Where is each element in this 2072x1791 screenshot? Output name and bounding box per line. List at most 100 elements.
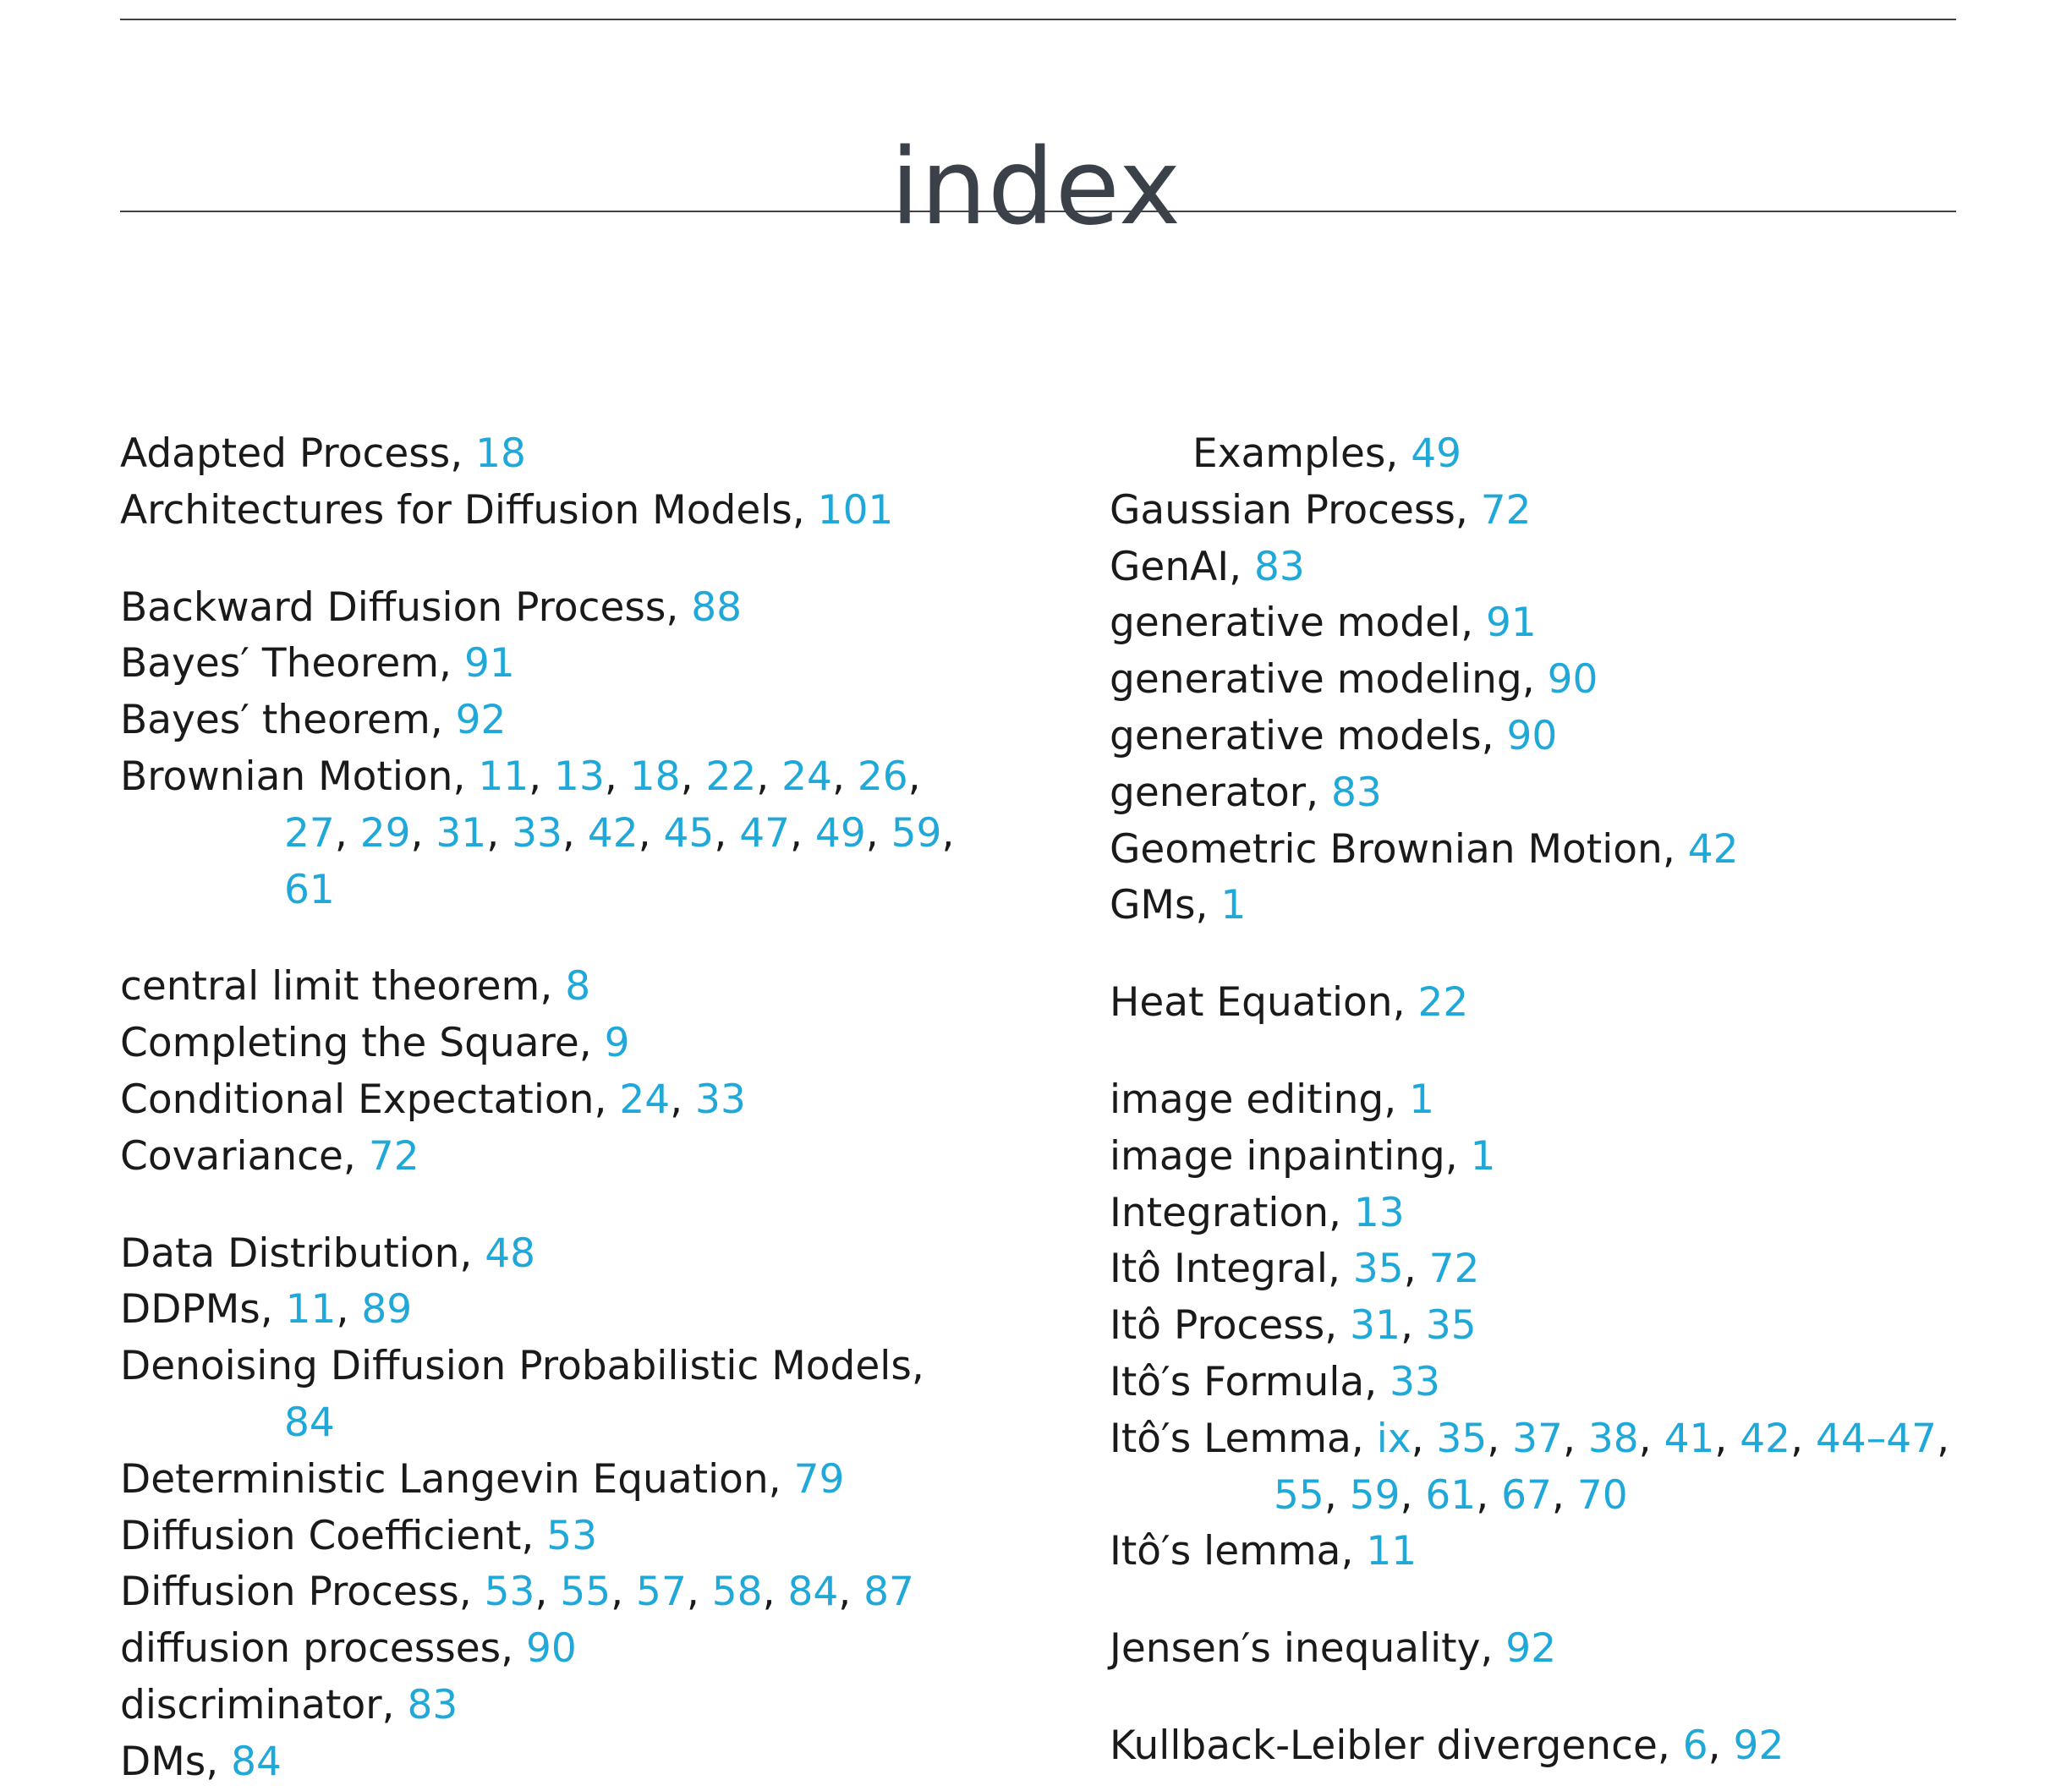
page-reference-link[interactable]: 90 bbox=[1506, 712, 1558, 759]
page-reference-link[interactable]: 8 bbox=[565, 963, 591, 1011]
index-term: Itô Process bbox=[1110, 1302, 1325, 1350]
index-term: Itô Integral bbox=[1110, 1246, 1328, 1293]
page-reference-link[interactable]: 101 bbox=[817, 486, 894, 534]
separator: , bbox=[336, 1286, 362, 1334]
page-reference-link[interactable]: 83 bbox=[1254, 543, 1305, 590]
index-entry-jensen-s-inequality: Jensen′s inequality, 92 bbox=[1110, 1621, 1955, 1678]
page-reference-link[interactable]: 26 bbox=[857, 753, 908, 800]
page-reference-link[interactable]: 91 bbox=[1485, 600, 1537, 647]
index-entry-diffusion-process: Diffusion Process, 53, 55, 57, 58, 84, 8… bbox=[120, 1564, 966, 1621]
page-reference-link[interactable]: 55 bbox=[1274, 1471, 1324, 1519]
index-term: central limit theorem bbox=[120, 963, 540, 1011]
page-reference-link[interactable]: 48 bbox=[485, 1230, 536, 1277]
page-reference-link[interactable]: 90 bbox=[1547, 656, 1598, 704]
index-term: Gaussian Process bbox=[1110, 486, 1455, 534]
page-reference-link[interactable]: ix bbox=[1376, 1415, 1411, 1462]
page-reference-link[interactable]: 83 bbox=[407, 1681, 458, 1728]
index-entry-examples: Examples, 49 bbox=[1110, 426, 1955, 483]
page-reference-link[interactable]: 47 bbox=[739, 809, 791, 857]
separator: , bbox=[1714, 1415, 1740, 1462]
page-reference-link[interactable]: 33 bbox=[512, 809, 562, 857]
page-reference-link[interactable]: 67 bbox=[1501, 1471, 1552, 1519]
page-reference-link[interactable]: 70 bbox=[1576, 1471, 1628, 1519]
page-reference-link[interactable]: 49 bbox=[1411, 430, 1462, 477]
page-reference-link[interactable]: 79 bbox=[793, 1455, 845, 1503]
page-reference-link[interactable]: 61 bbox=[1425, 1471, 1477, 1519]
page-reference-link[interactable]: 84 bbox=[284, 1399, 335, 1446]
page-reference-link[interactable]: 38 bbox=[1587, 1415, 1639, 1462]
separator: , bbox=[381, 1681, 408, 1728]
page-reference-link[interactable]: 35 bbox=[1425, 1302, 1477, 1350]
page-reference-link[interactable]: 72 bbox=[1480, 486, 1532, 534]
page-reference-link[interactable]: 44–47 bbox=[1815, 1415, 1938, 1462]
page-reference-link[interactable]: 35 bbox=[1436, 1415, 1488, 1462]
separator: , bbox=[666, 583, 692, 631]
page-reference-link[interactable]: 84 bbox=[231, 1738, 282, 1785]
page-reference-link[interactable]: 72 bbox=[368, 1132, 419, 1180]
index-term: Covariance bbox=[120, 1132, 343, 1180]
index-term: Diffusion Coefficient bbox=[120, 1512, 522, 1559]
index-term: Itô′s Formula bbox=[1110, 1358, 1365, 1405]
page-reference-link[interactable]: 45 bbox=[663, 809, 715, 857]
page-reference-link[interactable]: 42 bbox=[1740, 1415, 1791, 1462]
page-reference-link[interactable]: 29 bbox=[359, 809, 411, 857]
page-reference-link[interactable]: 92 bbox=[1733, 1722, 1784, 1769]
page-reference-link[interactable]: 72 bbox=[1428, 1246, 1480, 1293]
page-reference-link[interactable]: 42 bbox=[1687, 825, 1739, 873]
page-reference-link[interactable]: 13 bbox=[1353, 1189, 1405, 1236]
separator: , bbox=[686, 1569, 712, 1616]
page-reference-link[interactable]: 24 bbox=[619, 1076, 671, 1123]
page-reference-link[interactable]: 59 bbox=[891, 809, 942, 857]
page-reference-link[interactable]: 92 bbox=[1505, 1625, 1557, 1673]
page-reference-link[interactable]: 22 bbox=[1417, 979, 1469, 1027]
page-reference-link[interactable]: 9 bbox=[604, 1020, 630, 1067]
page-reference-link[interactable]: 87 bbox=[863, 1569, 914, 1616]
page-reference-link[interactable]: 1 bbox=[1470, 1132, 1496, 1180]
page-reference-link[interactable]: 11 bbox=[478, 753, 529, 800]
page-reference-link[interactable]: 11 bbox=[1366, 1528, 1417, 1575]
page-reference-link[interactable]: 88 bbox=[691, 583, 743, 631]
page-reference-link[interactable]: 37 bbox=[1512, 1415, 1563, 1462]
page-reference-link[interactable]: 59 bbox=[1349, 1471, 1401, 1519]
page-reference-link[interactable]: 42 bbox=[587, 809, 639, 857]
page-reference-link[interactable]: 53 bbox=[546, 1512, 598, 1559]
page-reference-link[interactable]: 33 bbox=[695, 1076, 746, 1123]
page-reference-link[interactable]: 83 bbox=[1330, 769, 1382, 816]
page-reference-link[interactable]: 1 bbox=[1409, 1076, 1435, 1123]
index-entry-generative-modeling: generative modeling, 90 bbox=[1110, 652, 1955, 709]
page-reference-link[interactable]: 31 bbox=[1350, 1302, 1401, 1350]
page-reference-link[interactable]: 18 bbox=[475, 430, 526, 477]
page-reference-link[interactable]: 91 bbox=[463, 640, 515, 687]
page-reference-link[interactable]: 58 bbox=[711, 1569, 763, 1616]
separator: , bbox=[1480, 1625, 1506, 1673]
page-reference-link[interactable]: 35 bbox=[1352, 1246, 1404, 1293]
page-reference-link[interactable]: 89 bbox=[361, 1286, 413, 1334]
index-entry-deterministic-langevin-equation: Deterministic Langevin Equation, 79 bbox=[120, 1452, 966, 1509]
page-reference-link[interactable]: 90 bbox=[526, 1625, 577, 1673]
page-reference-link[interactable]: 84 bbox=[787, 1569, 839, 1616]
separator: , bbox=[1481, 712, 1507, 759]
index-term: Bayes′ Theorem bbox=[120, 640, 440, 687]
page-reference-link[interactable]: 55 bbox=[560, 1569, 611, 1616]
page-reference-link[interactable]: 18 bbox=[629, 753, 681, 800]
page-reference-link[interactable]: 41 bbox=[1664, 1415, 1715, 1462]
separator: , bbox=[768, 1455, 794, 1503]
index-term: generative modeling bbox=[1110, 656, 1522, 704]
page-reference-link[interactable]: 1 bbox=[1220, 882, 1247, 929]
index-entry-diffusion-coefficient: Diffusion Coefficient, 53 bbox=[120, 1509, 966, 1565]
page-reference-link[interactable]: 33 bbox=[1390, 1358, 1440, 1405]
page-reference-link[interactable]: 6 bbox=[1682, 1722, 1708, 1769]
page-reference-link[interactable]: 61 bbox=[284, 866, 335, 913]
page-reference-link[interactable]: 92 bbox=[455, 697, 507, 744]
index-entry-ito-s-formula: Itô′s Formula, 33 bbox=[1110, 1355, 1955, 1411]
page-reference-link[interactable]: 53 bbox=[484, 1569, 535, 1616]
page-reference-link[interactable]: 27 bbox=[284, 809, 335, 857]
page-reference-link[interactable]: 13 bbox=[554, 753, 605, 800]
page-reference-link[interactable]: 22 bbox=[705, 753, 757, 800]
index-entry-conditional-expectation: Conditional Expectation, 24, 33 bbox=[120, 1072, 966, 1129]
page-reference-link[interactable]: 24 bbox=[781, 753, 832, 800]
page-reference-link[interactable]: 57 bbox=[636, 1569, 687, 1616]
page-reference-link[interactable]: 31 bbox=[436, 809, 487, 857]
page-reference-link[interactable]: 49 bbox=[814, 809, 866, 857]
page-reference-link[interactable]: 11 bbox=[285, 1286, 337, 1334]
